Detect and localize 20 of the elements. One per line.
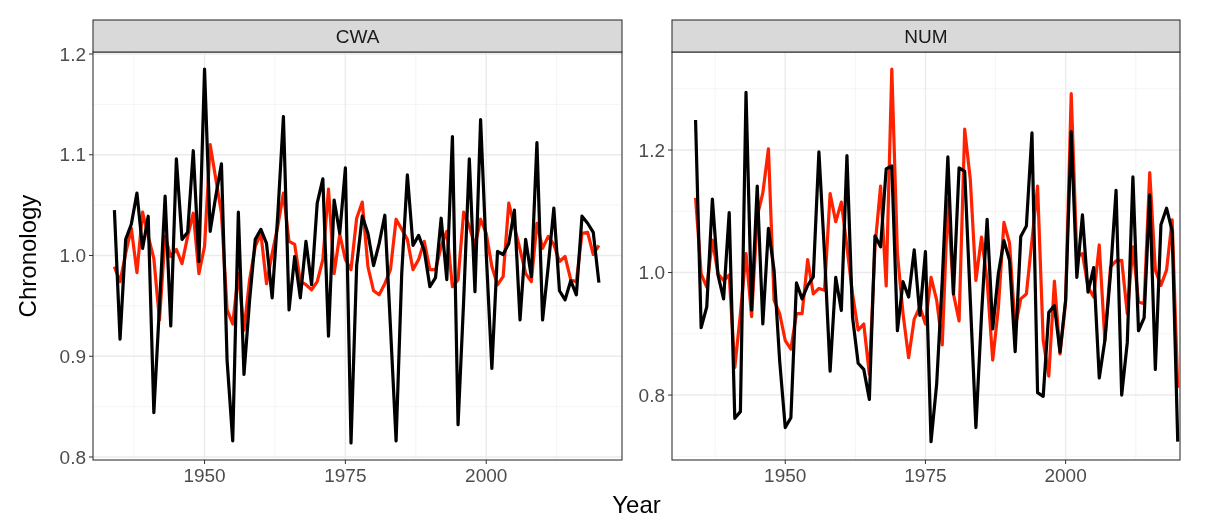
x-tick-label: 1950 xyxy=(764,465,807,486)
line-series xyxy=(112,67,601,445)
chart-title: NUM xyxy=(904,26,948,47)
x-tick-label: 1975 xyxy=(324,465,367,486)
x-axis-title: Year xyxy=(612,491,661,518)
y-axis-title: Chronology xyxy=(14,194,41,318)
y-tick-label: 0.9 xyxy=(59,345,86,367)
y-tick-label: 1.0 xyxy=(638,262,665,284)
y-tick-label: 1.1 xyxy=(59,144,86,166)
line-series xyxy=(693,90,1180,444)
chart-title: CWA xyxy=(335,26,380,47)
x-tick-label: 2000 xyxy=(465,465,508,486)
x-tick-label: 1975 xyxy=(904,465,947,486)
y-tick-label: 1.2 xyxy=(638,139,665,161)
y-tick-label: 1.0 xyxy=(59,245,86,267)
y-tick-label: 1.2 xyxy=(59,43,86,65)
y-tick-label: 0.8 xyxy=(638,384,665,406)
x-tick-label: 2000 xyxy=(1044,465,1087,486)
x-tick-label: 1950 xyxy=(183,465,226,486)
y-tick-label: 0.8 xyxy=(59,446,86,468)
